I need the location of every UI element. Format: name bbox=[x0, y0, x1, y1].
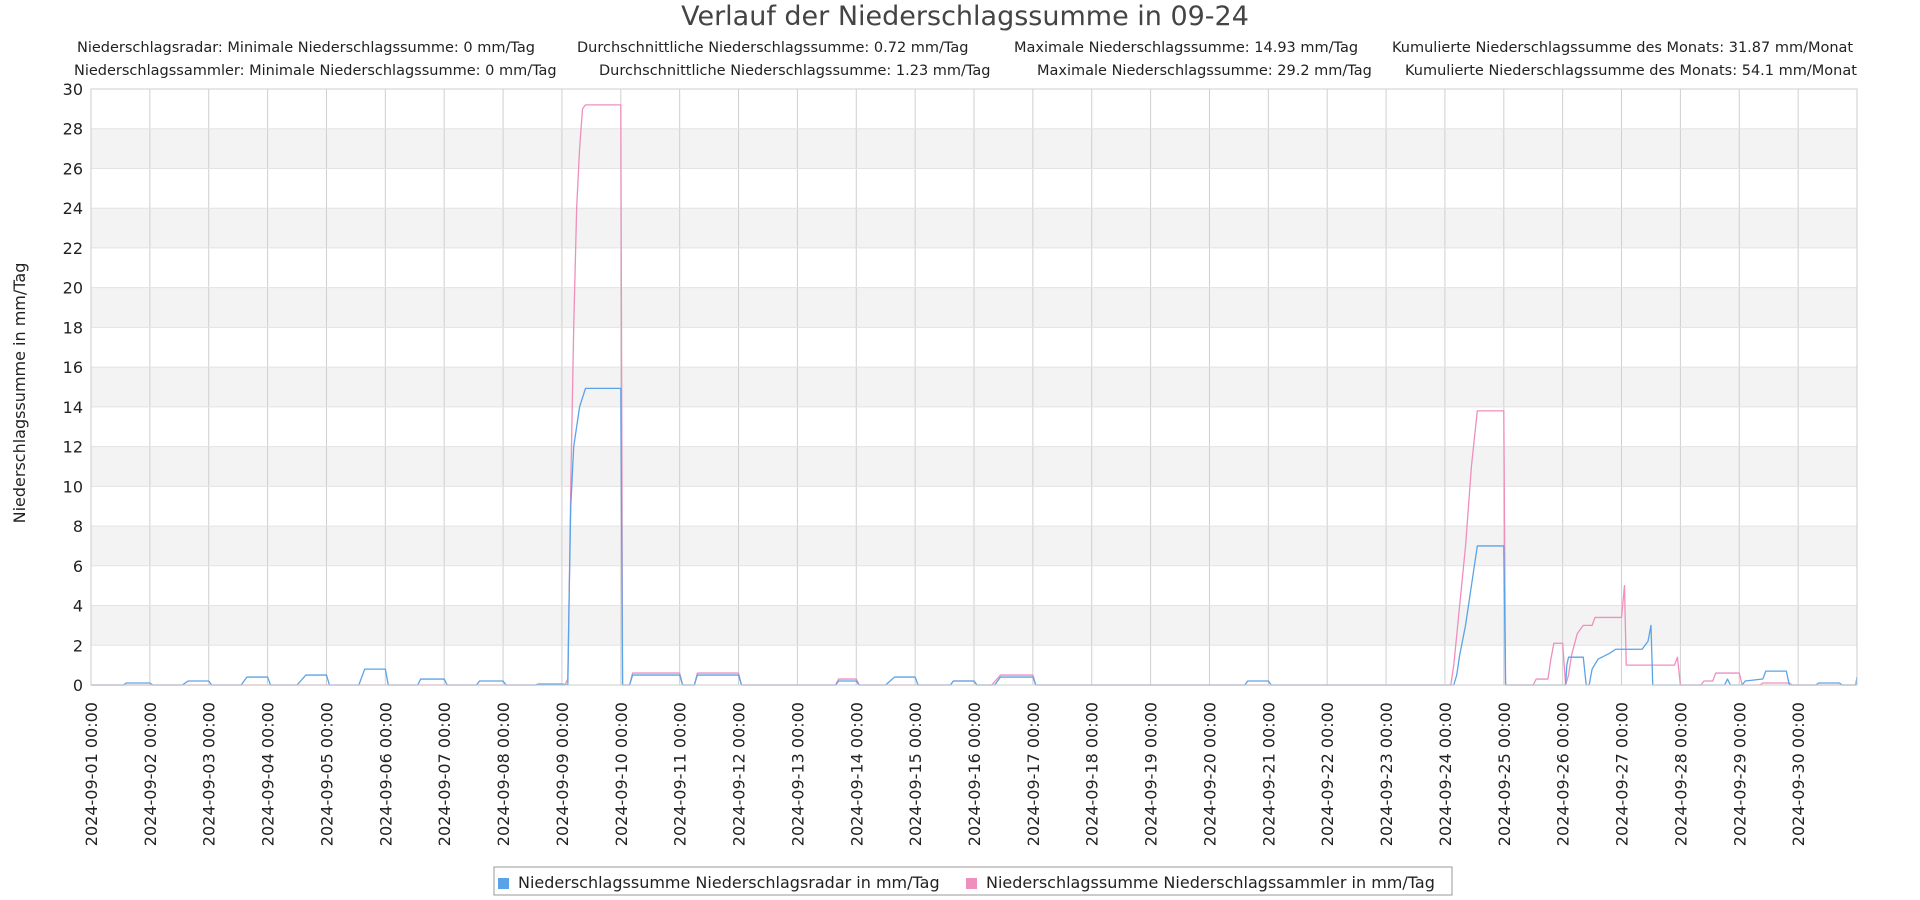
stats-radar-avg: Durchschnittliche Niederschlagssumme: 0.… bbox=[577, 40, 968, 56]
legend-swatch-radar bbox=[498, 878, 509, 889]
x-tick-label: 2024-09-04 00:00 bbox=[259, 702, 278, 846]
stats-radar-max: Maximale Niederschlagssumme: 14.93 mm/Ta… bbox=[1014, 40, 1358, 56]
y-tick-label: 4 bbox=[73, 597, 83, 616]
x-tick-label: 2024-09-02 00:00 bbox=[141, 702, 160, 846]
x-tick-label: 2024-09-14 00:00 bbox=[847, 702, 866, 846]
y-tick-label: 8 bbox=[73, 517, 83, 536]
y-tick-label: 16 bbox=[63, 358, 83, 377]
x-tick-label: 2024-09-09 00:00 bbox=[553, 702, 572, 846]
x-tick-label: 2024-09-27 00:00 bbox=[1613, 702, 1632, 846]
plot-border bbox=[90, 88, 1858, 686]
x-tick-labels: 2024-09-01 00:00 2024-09-02 00:00 2024-09-… bbox=[82, 702, 1808, 846]
x-tick-label: 2024-09-08 00:00 bbox=[494, 702, 513, 846]
x-tick-label: 2024-09-10 00:00 bbox=[612, 702, 631, 846]
x-tick-label: 2024-09-01 00:00 bbox=[82, 702, 101, 846]
x-tick-label: 2024-09-29 00:00 bbox=[1730, 702, 1749, 846]
y-axis-label: Niederschlagssumme in mm/Tag bbox=[10, 263, 29, 524]
y-tick-label: 26 bbox=[63, 159, 83, 178]
stats-sammler-min: Niederschlagssammler: Minimale Niedersch… bbox=[74, 63, 557, 79]
x-tick-label: 2024-09-03 00:00 bbox=[200, 702, 219, 846]
x-tick-label: 2024-09-16 00:00 bbox=[965, 702, 984, 846]
stats-radar-cum: Kumulierte Niederschlagssumme des Monats… bbox=[1392, 40, 1853, 56]
y-tick-label: 28 bbox=[63, 120, 83, 139]
y-tick-label: 6 bbox=[73, 557, 83, 576]
legend-label-radar: Niederschlagssumme Niederschlagsradar in… bbox=[518, 873, 940, 892]
stats-sammler-avg: Durchschnittliche Niederschlagssumme: 1.… bbox=[599, 63, 990, 79]
x-tick-label: 2024-09-06 00:00 bbox=[376, 702, 395, 846]
chart-title: Verlauf der Niederschlagssumme in 09-24 bbox=[681, 1, 1249, 32]
y-tick-label: 30 bbox=[63, 80, 83, 99]
x-tick-label: 2024-09-17 00:00 bbox=[1024, 702, 1043, 846]
legend: Niederschlagssumme Niederschlagsradar in… bbox=[493, 866, 1453, 896]
stats-sammler-cum: Kumulierte Niederschlagssumme des Monats… bbox=[1405, 63, 1857, 79]
y-tick-label: 18 bbox=[63, 318, 83, 337]
x-tick-label: 2024-09-23 00:00 bbox=[1377, 702, 1396, 846]
x-tick-label: 2024-09-30 00:00 bbox=[1789, 702, 1808, 846]
y-tick-label: 20 bbox=[63, 279, 83, 298]
x-tick-label: 2024-09-07 00:00 bbox=[435, 702, 454, 846]
x-tick-label: 2024-09-18 00:00 bbox=[1083, 702, 1102, 846]
x-tick-label: 2024-09-20 00:00 bbox=[1200, 702, 1219, 846]
x-tick-label: 2024-09-12 00:00 bbox=[730, 702, 749, 846]
y-tick-label: 12 bbox=[63, 438, 83, 457]
x-tick-label: 2024-09-24 00:00 bbox=[1436, 702, 1455, 846]
series-line-radar bbox=[91, 387, 1858, 686]
x-tick-label: 2024-09-05 00:00 bbox=[317, 702, 336, 846]
y-tick-label: 14 bbox=[63, 398, 83, 417]
x-tick-label: 2024-09-19 00:00 bbox=[1142, 702, 1161, 846]
y-tick-label: 2 bbox=[73, 636, 83, 655]
x-tick-label: 2024-09-25 00:00 bbox=[1495, 702, 1514, 846]
x-tick-label: 2024-09-22 00:00 bbox=[1318, 702, 1337, 846]
stats-sammler-max: Maximale Niederschlagssumme: 29.2 mm/Tag bbox=[1037, 63, 1372, 79]
x-tick-label: 2024-09-26 00:00 bbox=[1554, 702, 1573, 846]
legend-label-sammler: Niederschlagssumme Niederschlagssammler … bbox=[986, 873, 1435, 892]
stats-radar-min: Niederschlagsradar: Minimale Niederschla… bbox=[77, 40, 535, 56]
x-tick-label: 2024-09-28 00:00 bbox=[1671, 702, 1690, 846]
x-tick-label: 2024-09-15 00:00 bbox=[906, 702, 925, 846]
x-tick-label: 2024-09-11 00:00 bbox=[671, 702, 690, 846]
x-tick-label: 2024-09-21 00:00 bbox=[1259, 702, 1278, 846]
y-tick-label: 0 bbox=[73, 676, 83, 695]
y-tick-label: 24 bbox=[63, 199, 83, 218]
x-tick-label: 2024-09-13 00:00 bbox=[788, 702, 807, 846]
y-tick-label: 10 bbox=[63, 477, 83, 496]
y-tick-label: 22 bbox=[63, 239, 83, 258]
legend-swatch-sammler bbox=[966, 878, 977, 889]
